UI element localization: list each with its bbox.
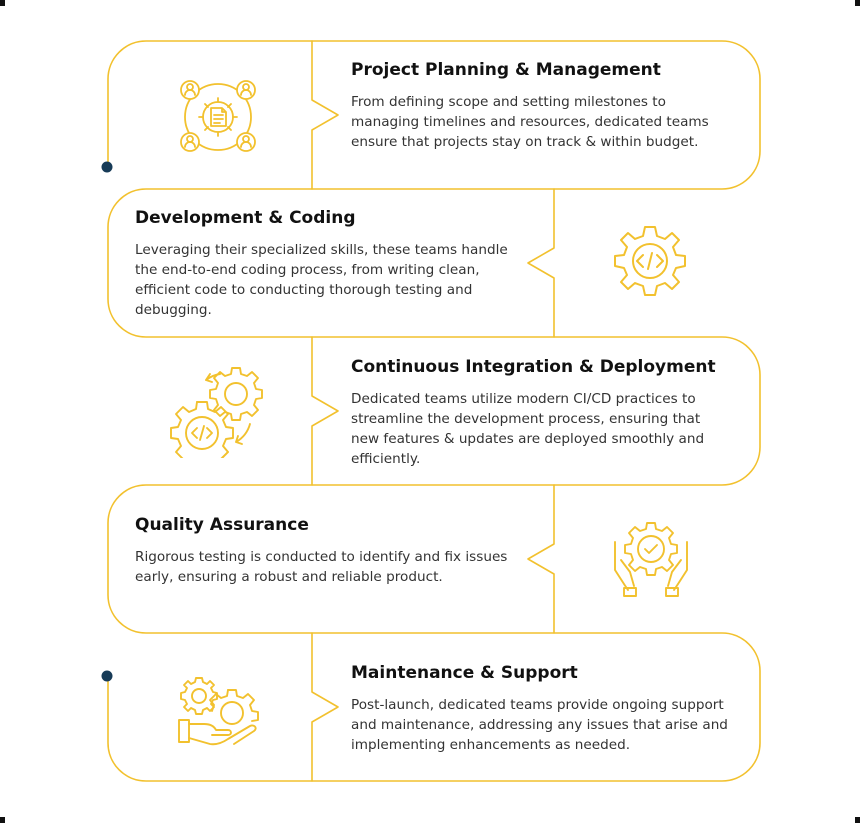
step-5-title: Maintenance & Support: [351, 663, 578, 683]
step-3-description: Dedicated teams utilize modern CI/CD pra…: [351, 391, 705, 467]
step-4-title: Quality Assurance: [135, 515, 309, 535]
corner-mark-top-right: [855, 0, 860, 6]
step-card-1: Project Planning & Management From defin…: [351, 60, 731, 152]
hands-gear-check-icon: [614, 522, 688, 597]
card-5-outline: [107, 632, 761, 782]
corner-mark-bottom-right: [855, 817, 860, 823]
card-1-outline: [311, 40, 761, 190]
cicd-gears-icon: [170, 367, 263, 458]
step-1-title: Project Planning & Management: [351, 60, 661, 80]
corner-mark-top-left: [0, 0, 5, 6]
team-document-icon: [180, 80, 256, 152]
code-gear-icon: [614, 226, 686, 296]
connector-dot-top: [101, 161, 113, 173]
card-2-outline: [107, 188, 555, 338]
step-5-description: Post-launch, dedicated teams provide ong…: [351, 697, 728, 753]
card-4-outline: [107, 484, 555, 634]
card-1-left-bracket: [107, 40, 313, 168]
card-2-divider: [527, 188, 555, 338]
step-2-description: Leveraging their specialized skills, the…: [135, 242, 508, 318]
connector-dot-bottom: [101, 670, 113, 682]
step-4-description: Rigorous testing is conducted to identif…: [135, 549, 508, 585]
step-1-description: From defining scope and setting mileston…: [351, 94, 709, 150]
step-card-5: Maintenance & Support Post-launch, dedic…: [351, 663, 731, 755]
corner-mark-bottom-left: [0, 817, 5, 823]
card-4-divider: [527, 484, 555, 634]
step-card-2: Development & Coding Leveraging their sp…: [135, 208, 515, 320]
step-card-4: Quality Assurance Rigorous testing is co…: [135, 515, 515, 587]
step-2-title: Development & Coding: [135, 208, 356, 228]
card-3-outline: [311, 336, 761, 486]
hand-gears-icon: [178, 677, 259, 746]
card-1-divider: [311, 40, 339, 190]
card-3-divider: [311, 336, 339, 486]
step-3-title: Continuous Integration & Deployment: [351, 357, 716, 377]
step-card-3: Continuous Integration & Deployment Dedi…: [351, 357, 731, 469]
card-5-divider: [311, 632, 339, 782]
